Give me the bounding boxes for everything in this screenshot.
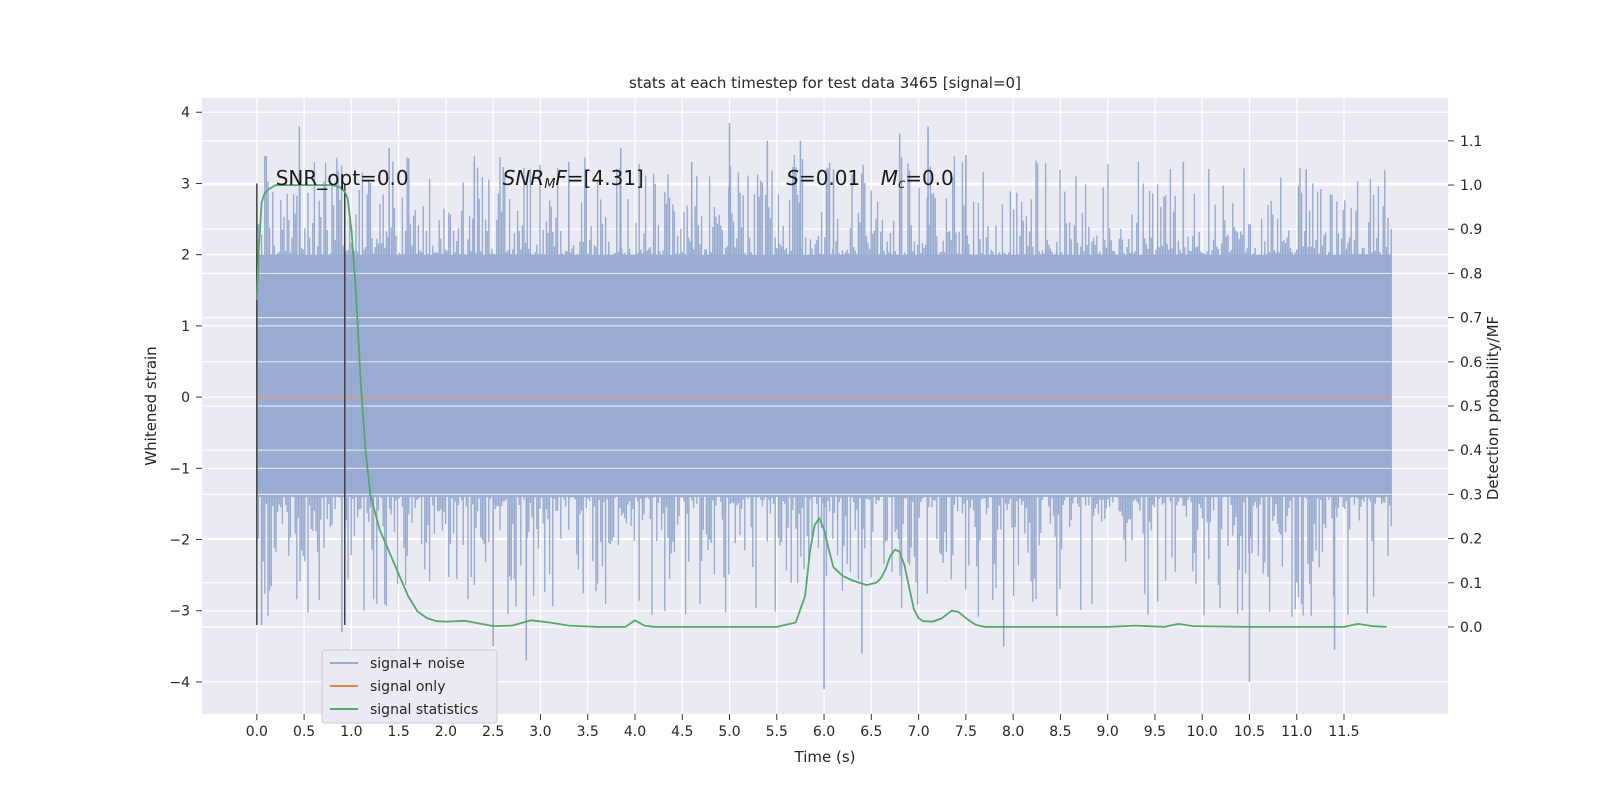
y2-tick-label: 0.1	[1460, 576, 1482, 592]
annotation-text: Mc=0.0	[881, 166, 954, 192]
x-tick-label: 7.5	[955, 724, 977, 740]
x-tick-label: 10.0	[1187, 724, 1218, 740]
x-tick-label: 9.0	[1097, 724, 1119, 740]
stats-series-layer	[255, 184, 1387, 628]
y-tick-label: 4	[181, 105, 190, 121]
x-tick-label: 4.0	[624, 724, 646, 740]
x-tick-label: 10.5	[1234, 724, 1265, 740]
y2-tick-label: 0.4	[1460, 443, 1482, 459]
y2-tick-label: 0.0	[1460, 620, 1482, 636]
x-tick-label: 2.0	[435, 724, 457, 740]
y2-tick-label: 0.2	[1460, 532, 1482, 548]
legend-label-stats: signal statistics	[370, 702, 478, 718]
x-tick-label: 3.0	[529, 724, 551, 740]
x-tick-label: 7.0	[907, 724, 929, 740]
legend-label-signal: signal only	[370, 679, 445, 695]
vertical-lines-layer	[256, 183, 346, 625]
y2-tick-label: 1.0	[1460, 178, 1482, 194]
y-tick-label: 2	[181, 248, 190, 264]
y2-axis-label: Detection probability/MF	[1484, 316, 1502, 500]
x-tick-label: 0.5	[293, 724, 315, 740]
tick-layer: 0.0 0.5 1.0 1.5 2.0 2.5 3.0 3.5 4.0 4.5 5.0 5.5 6.0 6…	[169, 105, 1482, 740]
annotation-text: S=0.01	[786, 166, 860, 190]
x-tick-label: 5.5	[766, 724, 788, 740]
y2-tick-label: 1.1	[1460, 134, 1482, 150]
y-tick-label: −2	[169, 533, 190, 549]
x-tick-label: 11.5	[1328, 724, 1359, 740]
legend: signal+ noise signal only signal statist…	[321, 649, 498, 724]
y-tick-label: 1	[181, 319, 190, 335]
y2-tick-label: 0.5	[1460, 399, 1482, 415]
y-tick-label: 0	[181, 390, 190, 406]
y2-tick-label: 0.7	[1460, 311, 1482, 327]
y2-tick-label: 0.3	[1460, 487, 1482, 503]
x-tick-label: 1.5	[388, 724, 410, 740]
annotation-text: SNRMF=[4.31]	[503, 166, 644, 192]
y-tick-label: −4	[169, 675, 190, 691]
x-tick-label: 0.0	[246, 724, 268, 740]
y-axis-label: Whitened strain	[142, 346, 160, 465]
x-tick-label: 6.0	[813, 724, 835, 740]
stats-line	[255, 184, 1387, 628]
noise-band	[256, 254, 1392, 497]
y2-tick-label: 0.8	[1460, 266, 1482, 282]
x-tick-label: 11.0	[1281, 724, 1312, 740]
x-tick-label: 8.0	[1002, 724, 1024, 740]
y-tick-label: 3	[181, 176, 190, 192]
y-tick-label: −3	[169, 604, 190, 620]
x-tick-label: 8.5	[1049, 724, 1071, 740]
y-tick-label: −1	[169, 461, 190, 477]
x-tick-label: 1.0	[340, 724, 362, 740]
x-tick-label: 6.5	[860, 724, 882, 740]
x-tick-label: 3.5	[577, 724, 599, 740]
x-axis-label: Time (s)	[794, 748, 856, 766]
noise-series-layer	[256, 122, 1392, 690]
chart-title: stats at each timestep for test data 346…	[629, 74, 1021, 92]
legend-label-noise: signal+ noise	[370, 656, 465, 672]
x-tick-label: 9.5	[1144, 724, 1166, 740]
x-tick-label: 5.0	[718, 724, 740, 740]
x-tick-label: 4.5	[671, 724, 693, 740]
y2-tick-label: 0.9	[1460, 222, 1482, 238]
x-tick-label: 2.5	[482, 724, 504, 740]
y2-tick-label: 0.6	[1460, 355, 1482, 371]
legend-box	[321, 649, 498, 724]
annotation-text: SNR_opt=0.0	[276, 166, 409, 190]
annotation-layer: SNR_opt=0.0 SNRMF=[4.31] S=0.01 Mc=0.0	[276, 166, 954, 192]
